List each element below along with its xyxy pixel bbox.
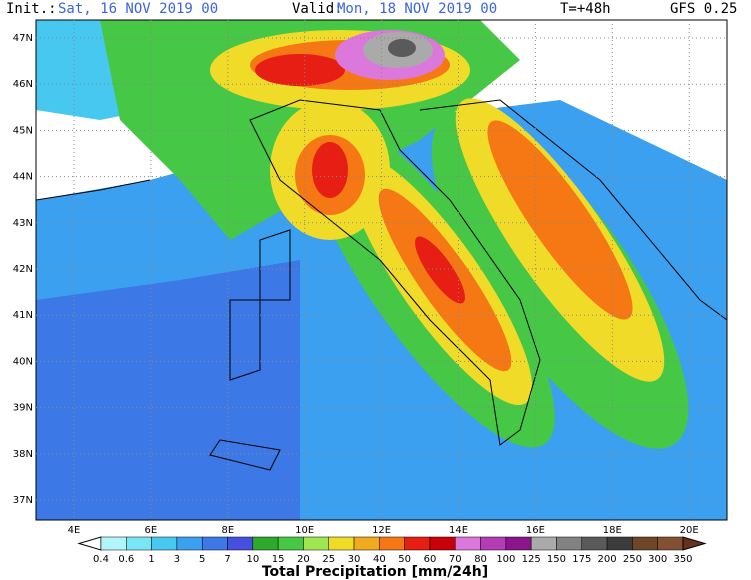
colorbar-box (657, 536, 684, 551)
colorbar-box (404, 536, 431, 551)
colorbar-label: 20 (297, 554, 310, 565)
colorbar-label: 50 (398, 554, 411, 565)
colorbar-label: 250 (623, 554, 642, 565)
lon-label: 16E (526, 525, 545, 536)
lon-label: 6E (145, 525, 158, 536)
model-name: GFS 0.25 (670, 1, 737, 17)
colorbar: 0.4 0.6 1 3 5 7 10 15 20 25 30 40 50 60 70 80 100 125 150 1… (77, 536, 707, 565)
colorbar-label: 80 (474, 554, 487, 565)
colorbar-label: 125 (522, 554, 541, 565)
colorbar-arrow (682, 536, 707, 551)
colorbar-arrow (77, 536, 102, 551)
lat-label: 46N (13, 79, 33, 90)
colorbar-label: 175 (572, 554, 591, 565)
lon-label: 12E (372, 525, 391, 536)
lon-label: 10E (295, 525, 314, 536)
init-label: Init.: (6, 1, 57, 17)
colorbar-label: 300 (648, 554, 667, 565)
red-area (255, 54, 345, 86)
colorbar-label: 5 (199, 554, 205, 565)
lead-time: T=+48h (560, 1, 611, 17)
colorbar-box (277, 536, 304, 551)
lat-label: 40N (13, 356, 33, 367)
lon-label: 14E (449, 525, 468, 536)
colorbar-label: 60 (424, 554, 437, 565)
colorbar-title: Total Precipitation [mm/24h] (262, 564, 488, 580)
lat-label: 41N (13, 310, 33, 321)
colorbar-box (556, 536, 583, 551)
red-area (312, 142, 348, 198)
valid-label: Valid: (292, 1, 343, 17)
colorbar-label: 0.6 (118, 554, 134, 565)
colorbar-box (126, 536, 152, 551)
colorbar-box (429, 536, 456, 551)
lat-label: 44N (13, 172, 33, 183)
coastline (209, 99, 541, 471)
colorbar-box (201, 536, 228, 551)
colorbar-box (632, 536, 658, 551)
init-value: Sat, 16 NOV 2019 00 (58, 1, 218, 17)
colorbar-label: 3 (174, 554, 180, 565)
lon-label: 4E (68, 525, 81, 536)
colorbar-box (100, 536, 127, 551)
lat-label: 38N (13, 449, 33, 460)
colorbar-label: 40 (373, 554, 386, 565)
lat-label: 45N (13, 125, 33, 136)
colorbar-box (379, 536, 405, 551)
colorbar-label: 15 (272, 554, 285, 565)
lat-label: 43N (13, 218, 33, 229)
lon-label: 8E (221, 525, 234, 536)
lat-label: 42N (13, 264, 33, 275)
valid-value: Mon, 18 NOV 2019 00 (337, 1, 497, 17)
colorbar-box (606, 536, 633, 551)
red-area (415, 236, 465, 304)
colorbar-label: 150 (547, 554, 566, 565)
lat-label: 47N (13, 33, 33, 44)
colorbar-label: 100 (496, 554, 515, 565)
colorbar-box (303, 536, 329, 551)
colorbar-box (455, 536, 481, 551)
colorbar-box (151, 536, 178, 551)
lat-label: 37N (13, 495, 33, 506)
colorbar-box (353, 536, 380, 551)
colorbar-label: 25 (322, 554, 335, 565)
colorbar-label: 70 (449, 554, 462, 565)
colorbar-label: 1 (148, 554, 154, 565)
coastline (36, 99, 727, 321)
colorbar-label: 350 (673, 554, 692, 565)
colorbar-box (480, 536, 507, 551)
colorbar-box (252, 536, 279, 551)
blue-area (36, 260, 300, 520)
lon-label: 20E (680, 525, 699, 536)
colorbar-label: 30 (348, 554, 361, 565)
lat-label: 39N (13, 403, 33, 414)
colorbar-label: 0.4 (93, 554, 109, 565)
colorbar-box (227, 536, 254, 551)
orange-band (487, 120, 633, 320)
darkgray-area (388, 39, 416, 57)
colorbar-box (328, 536, 355, 551)
colorbar-box (530, 536, 557, 551)
lon-label: 18E (603, 525, 622, 536)
colorbar-box (505, 536, 532, 551)
colorbar-label: 7 (224, 554, 230, 565)
colorbar-label: 200 (598, 554, 617, 565)
colorbar-box (581, 536, 608, 551)
colorbar-label: 10 (246, 554, 259, 565)
graticule: 47N 46N 45N 44N 43N 42N 41N 40N 39N 38N 37N 4E 6E 8E 1… (13, 20, 727, 536)
colorbar-box (176, 536, 203, 551)
precip-field (36, 20, 727, 520)
